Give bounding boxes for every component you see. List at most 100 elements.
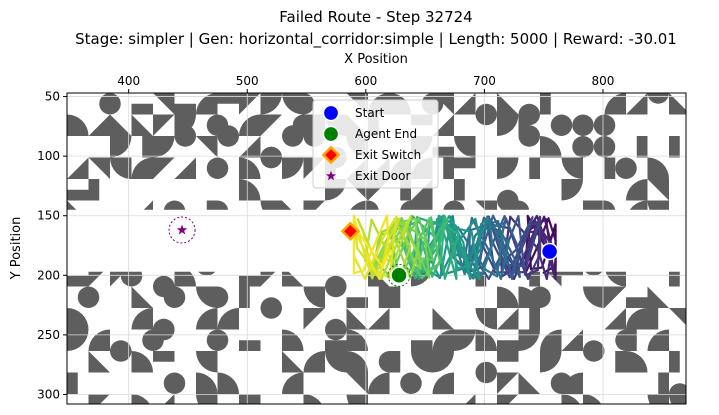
- trajectory-segment: [352, 217, 362, 237]
- maze-tile: [518, 372, 540, 394]
- maze-tile: [174, 157, 196, 179]
- marker-exit-door: [326, 170, 336, 181]
- maze-tile: [110, 136, 132, 158]
- maze-tile: [389, 286, 401, 308]
- maze-tile: [497, 114, 519, 136]
- maze-tile: [647, 179, 669, 201]
- maze-tile: [217, 308, 239, 330]
- trajectory-segment: [510, 259, 517, 280]
- maze-tile: [260, 93, 282, 115]
- maze-tile: [206, 157, 229, 179]
- maze-tile: [561, 157, 583, 179]
- maze-tile: [669, 265, 680, 287]
- maze-tile: [153, 93, 175, 115]
- maze-tile: [389, 351, 401, 373]
- marker-agent-end: [390, 266, 408, 285]
- maze-tile: [411, 340, 433, 351]
- maze-tile: [261, 405, 283, 415]
- marker-exit-switch: [321, 145, 341, 165]
- maze-tile: [669, 93, 686, 115]
- legend-label: Exit Door: [355, 169, 410, 183]
- maze-tile: [497, 93, 519, 115]
- maze-tile: [669, 136, 680, 158]
- markers: [168, 216, 559, 287]
- maze-tile: [260, 114, 282, 136]
- trajectory-segment: [488, 218, 494, 246]
- maze-tile: [239, 114, 261, 136]
- maze-tile: [239, 286, 250, 308]
- maze-tile: [647, 286, 669, 308]
- maze-tile: [303, 394, 322, 404]
- y-tick-label: 200: [37, 268, 60, 282]
- trajectory-segment: [484, 268, 499, 278]
- maze-tile: [88, 394, 110, 404]
- trajectory-segment: [508, 215, 520, 240]
- maze-tile: [604, 157, 616, 179]
- maze-tile: [529, 308, 540, 330]
- maze-tile: [497, 157, 519, 179]
- maze-tile: [626, 329, 637, 351]
- trajectory-segment: [477, 237, 496, 271]
- legend-label: Agent End: [355, 127, 417, 141]
- maze-tile: [239, 93, 261, 115]
- maze-tile: [174, 125, 196, 147]
- maze-tile: [131, 157, 153, 179]
- maze-tile: [110, 157, 132, 179]
- trajectory-segment: [362, 214, 389, 272]
- maze-tile: [475, 103, 497, 126]
- maze-tile: [647, 394, 669, 404]
- y-tick-label: 100: [37, 149, 60, 163]
- trajectory-segment: [482, 221, 506, 232]
- maze-tile: [465, 394, 476, 404]
- chart-title: Failed Route - Step 32724: [279, 8, 472, 26]
- maze-tile: [196, 351, 218, 373]
- maze-tile: [368, 372, 390, 394]
- maze-tile: [346, 372, 368, 394]
- trajectory-segment: [470, 231, 481, 280]
- trajectory-segment: [428, 217, 442, 264]
- trajectory-segment: [495, 221, 506, 278]
- maze-tile: [615, 157, 637, 179]
- trajectory-segment: [382, 220, 396, 251]
- maze-tile: [540, 136, 562, 158]
- maze-tile: [164, 394, 175, 404]
- maze-tile: [196, 394, 218, 404]
- maze-tile: [239, 340, 261, 351]
- maze-tile: [131, 394, 150, 404]
- y-tick-label: 250: [37, 328, 60, 342]
- y-tick-label: 50: [45, 90, 60, 104]
- maze-tile: [131, 286, 153, 308]
- maze-tile: [325, 318, 347, 341]
- marker-start: [322, 104, 340, 122]
- maze-tile: [153, 136, 175, 158]
- maze-tile: [260, 146, 282, 169]
- trajectory-segment: [414, 221, 434, 278]
- maze-tile: [67, 372, 78, 394]
- maze-tile: [346, 394, 368, 404]
- maze-tile: [142, 136, 153, 158]
- maze-tile: [497, 394, 519, 404]
- trajectory-segment: [526, 252, 542, 280]
- marker-start: [540, 242, 559, 261]
- trajectory-segment: [454, 247, 458, 280]
- x-axis-label: X Position: [344, 52, 408, 67]
- maze-tile: [303, 351, 325, 373]
- maze-tile: [497, 351, 519, 362]
- maze-tile: [153, 157, 175, 179]
- maze-tile: [561, 372, 583, 394]
- maze-tile: [572, 136, 594, 158]
- maze-tile: [593, 114, 616, 136]
- agent-end-halo: [387, 263, 411, 287]
- maze-tile: [174, 103, 196, 115]
- maze-tile: [626, 308, 648, 330]
- maze-tile: [368, 308, 390, 330]
- trajectory-segment: [514, 216, 534, 251]
- maze-tile: [88, 179, 100, 201]
- trajectory-segment: [407, 216, 420, 236]
- y-axis-label: Y Position: [9, 217, 24, 281]
- maze-tile: [454, 93, 476, 115]
- trajectory-segment: [382, 215, 398, 238]
- legend-label: Exit Switch: [355, 148, 421, 162]
- maze-tile: [196, 308, 218, 330]
